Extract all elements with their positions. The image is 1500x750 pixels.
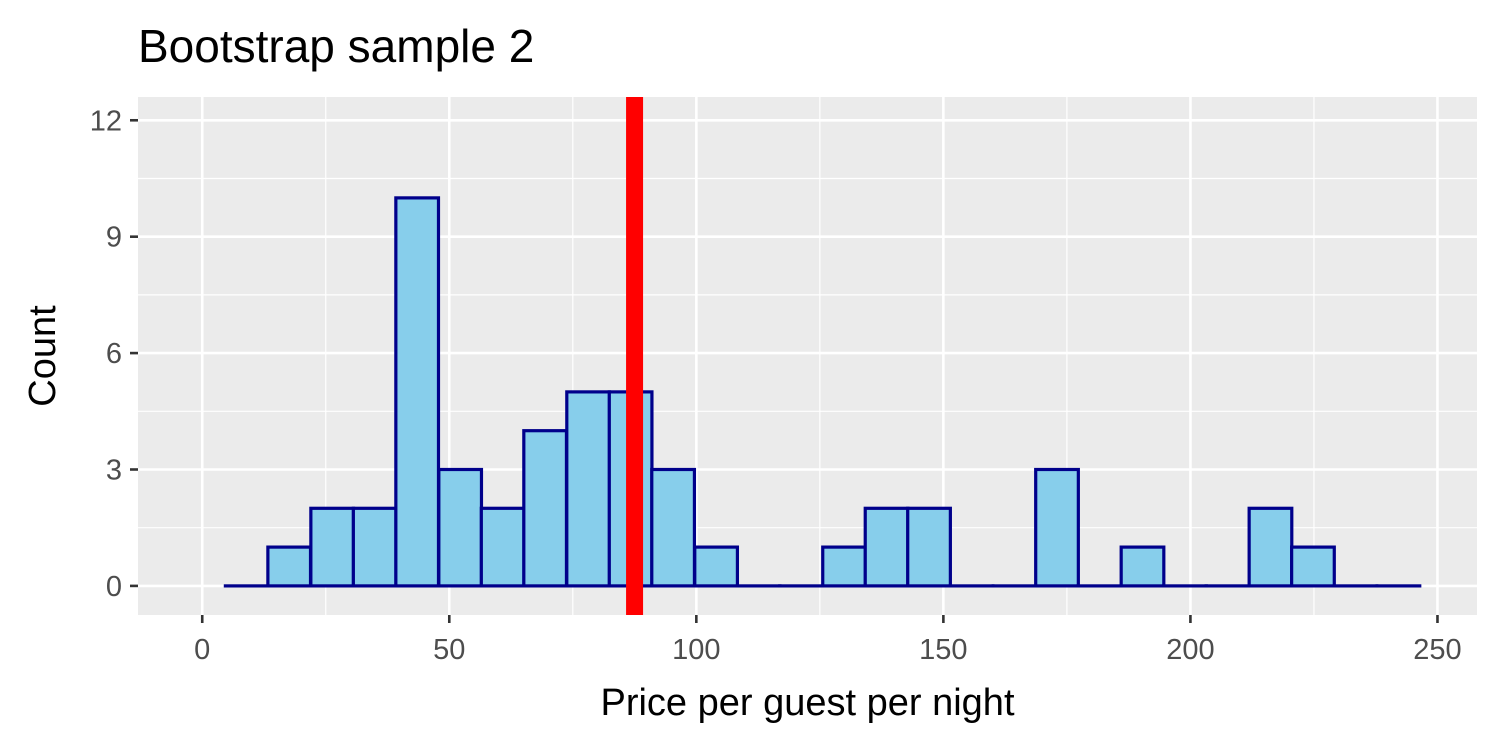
y-tick-label: 0: [106, 571, 122, 603]
y-axis: 0 3 6 9 12: [90, 105, 138, 603]
histogram-bar: [266, 545, 313, 588]
histogram-bar: [479, 506, 526, 588]
x-axis: 0 50 100 150 200 250: [194, 615, 1462, 666]
histogram-bar: [351, 506, 398, 588]
y-tick-label: 9: [106, 222, 122, 254]
histogram-bar: [1119, 545, 1166, 588]
histogram-bar: [522, 429, 569, 588]
histogram-bar: [1247, 506, 1294, 588]
histogram-bar: [1290, 545, 1336, 588]
histogram-bar: [863, 506, 910, 588]
histogram-bar: [437, 467, 484, 588]
x-tick-label: 0: [194, 634, 210, 666]
x-axis-title: Price per guest per night: [600, 682, 1014, 724]
histogram-bar: [1034, 467, 1080, 588]
x-tick-label: 50: [433, 634, 465, 666]
histogram-bar: [650, 467, 697, 588]
x-tick-label: 100: [672, 634, 720, 666]
y-axis-title: Count: [22, 305, 64, 407]
histogram-bar: [565, 390, 612, 588]
histogram-bar: [394, 196, 441, 588]
x-tick-label: 250: [1413, 634, 1461, 666]
histogram-bar: [906, 506, 952, 588]
y-tick-label: 6: [106, 338, 122, 370]
y-tick-label: 12: [90, 105, 122, 137]
chart-title: Bootstrap sample 2: [138, 20, 534, 72]
x-tick-label: 200: [1166, 634, 1214, 666]
histogram-bar: [821, 545, 867, 588]
histogram-bar: [309, 506, 356, 588]
histogram-bars: [223, 196, 1422, 588]
histogram-bar: [693, 545, 740, 588]
y-tick-label: 3: [106, 454, 122, 486]
x-tick-label: 150: [919, 634, 967, 666]
